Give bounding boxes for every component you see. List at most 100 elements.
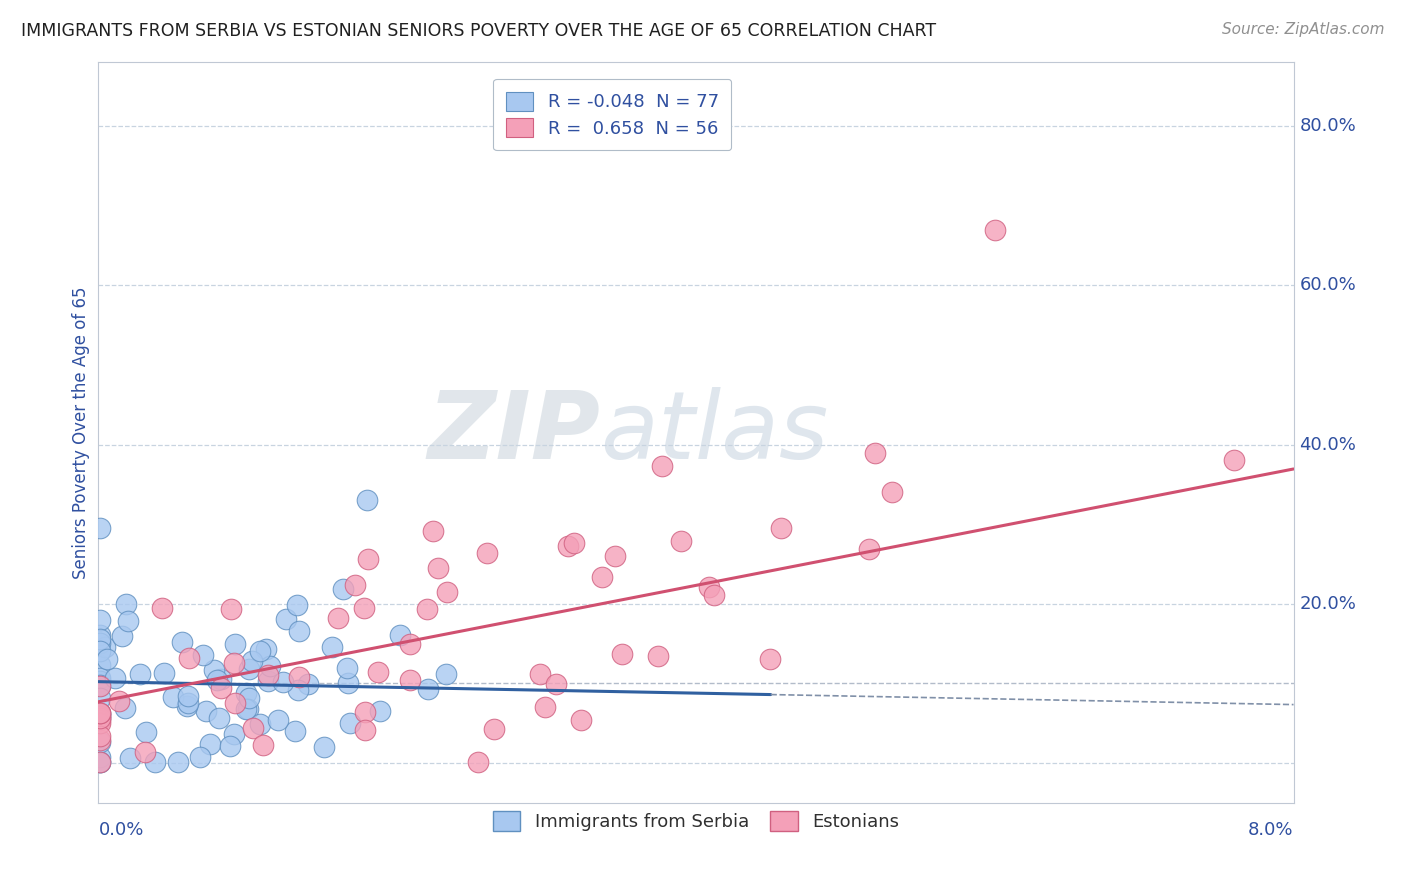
Point <box>865 445 887 459</box>
Point <box>274 612 297 626</box>
Point <box>205 673 228 687</box>
Point <box>89 707 111 722</box>
Point <box>195 704 218 718</box>
Point <box>219 601 242 615</box>
Point <box>89 729 111 743</box>
Point <box>368 705 391 719</box>
Point <box>475 546 498 560</box>
Point <box>89 628 111 642</box>
Point <box>427 561 450 575</box>
Point <box>89 755 111 769</box>
Point <box>343 577 366 591</box>
Point <box>118 751 141 765</box>
Point <box>984 222 1007 236</box>
Point <box>176 690 198 704</box>
Point <box>399 637 422 651</box>
Point <box>557 539 579 553</box>
Point <box>249 644 271 658</box>
Point <box>89 613 111 627</box>
Point <box>416 681 439 696</box>
Point <box>882 484 904 499</box>
Point <box>224 696 246 710</box>
Point <box>89 677 111 691</box>
Point <box>89 658 111 673</box>
Point <box>167 755 190 769</box>
Point <box>235 686 257 700</box>
Point <box>89 710 111 724</box>
Point <box>238 662 260 676</box>
Text: 0.0%: 0.0% <box>98 822 143 839</box>
Point <box>89 706 111 720</box>
Point <box>89 632 111 646</box>
Point <box>703 588 725 602</box>
Point <box>108 694 131 708</box>
Point <box>529 667 551 681</box>
Point <box>484 722 506 736</box>
Point <box>422 524 444 539</box>
Point <box>162 690 184 704</box>
Point <box>647 649 669 664</box>
Point <box>89 521 111 535</box>
Point <box>326 611 349 625</box>
Point <box>249 717 271 731</box>
Point <box>257 667 280 681</box>
Text: 20.0%: 20.0% <box>1299 595 1357 613</box>
Legend: Immigrants from Serbia, Estonians: Immigrants from Serbia, Estonians <box>485 804 907 838</box>
Point <box>287 682 309 697</box>
Point <box>332 582 354 597</box>
Point <box>89 691 111 706</box>
Point <box>353 601 375 615</box>
Point <box>434 667 457 681</box>
Point <box>254 641 277 656</box>
Point <box>96 652 118 666</box>
Point <box>669 533 692 548</box>
Point <box>134 745 156 759</box>
Point <box>603 549 626 563</box>
Text: 40.0%: 40.0% <box>1299 435 1357 453</box>
Point <box>533 700 555 714</box>
Point <box>208 711 231 725</box>
Point <box>256 673 278 688</box>
Point <box>337 676 360 690</box>
Point <box>287 624 309 638</box>
Point <box>129 667 152 681</box>
Point <box>115 597 138 611</box>
Point <box>612 647 634 661</box>
Point <box>114 701 136 715</box>
Point <box>1223 453 1246 467</box>
Point <box>222 727 245 741</box>
Point <box>89 679 111 693</box>
Point <box>238 690 260 705</box>
Point <box>416 602 439 616</box>
Text: IMMIGRANTS FROM SERBIA VS ESTONIAN SENIORS POVERTY OVER THE AGE OF 65 CORRELATIO: IMMIGRANTS FROM SERBIA VS ESTONIAN SENIO… <box>21 22 936 40</box>
Point <box>89 732 111 747</box>
Point <box>336 660 359 674</box>
Point <box>94 640 117 655</box>
Point <box>367 665 389 679</box>
Point <box>176 699 198 714</box>
Point <box>111 629 134 643</box>
Point <box>89 750 111 764</box>
Point <box>209 681 232 696</box>
Point <box>89 644 111 658</box>
Point <box>152 665 174 680</box>
Point <box>188 750 211 764</box>
Point <box>288 669 311 683</box>
Point <box>224 637 246 651</box>
Point <box>252 738 274 752</box>
Point <box>591 570 613 584</box>
Point <box>284 724 307 739</box>
Point <box>759 651 782 665</box>
Point <box>89 735 111 749</box>
Point <box>770 521 793 535</box>
Point <box>467 755 489 769</box>
Point <box>297 677 319 691</box>
Point <box>89 755 111 769</box>
Point <box>135 725 157 739</box>
Point <box>356 493 378 508</box>
Point <box>89 706 111 720</box>
Point <box>198 737 221 751</box>
Point <box>267 713 290 727</box>
Point <box>104 671 127 685</box>
Text: 80.0%: 80.0% <box>1299 117 1357 135</box>
